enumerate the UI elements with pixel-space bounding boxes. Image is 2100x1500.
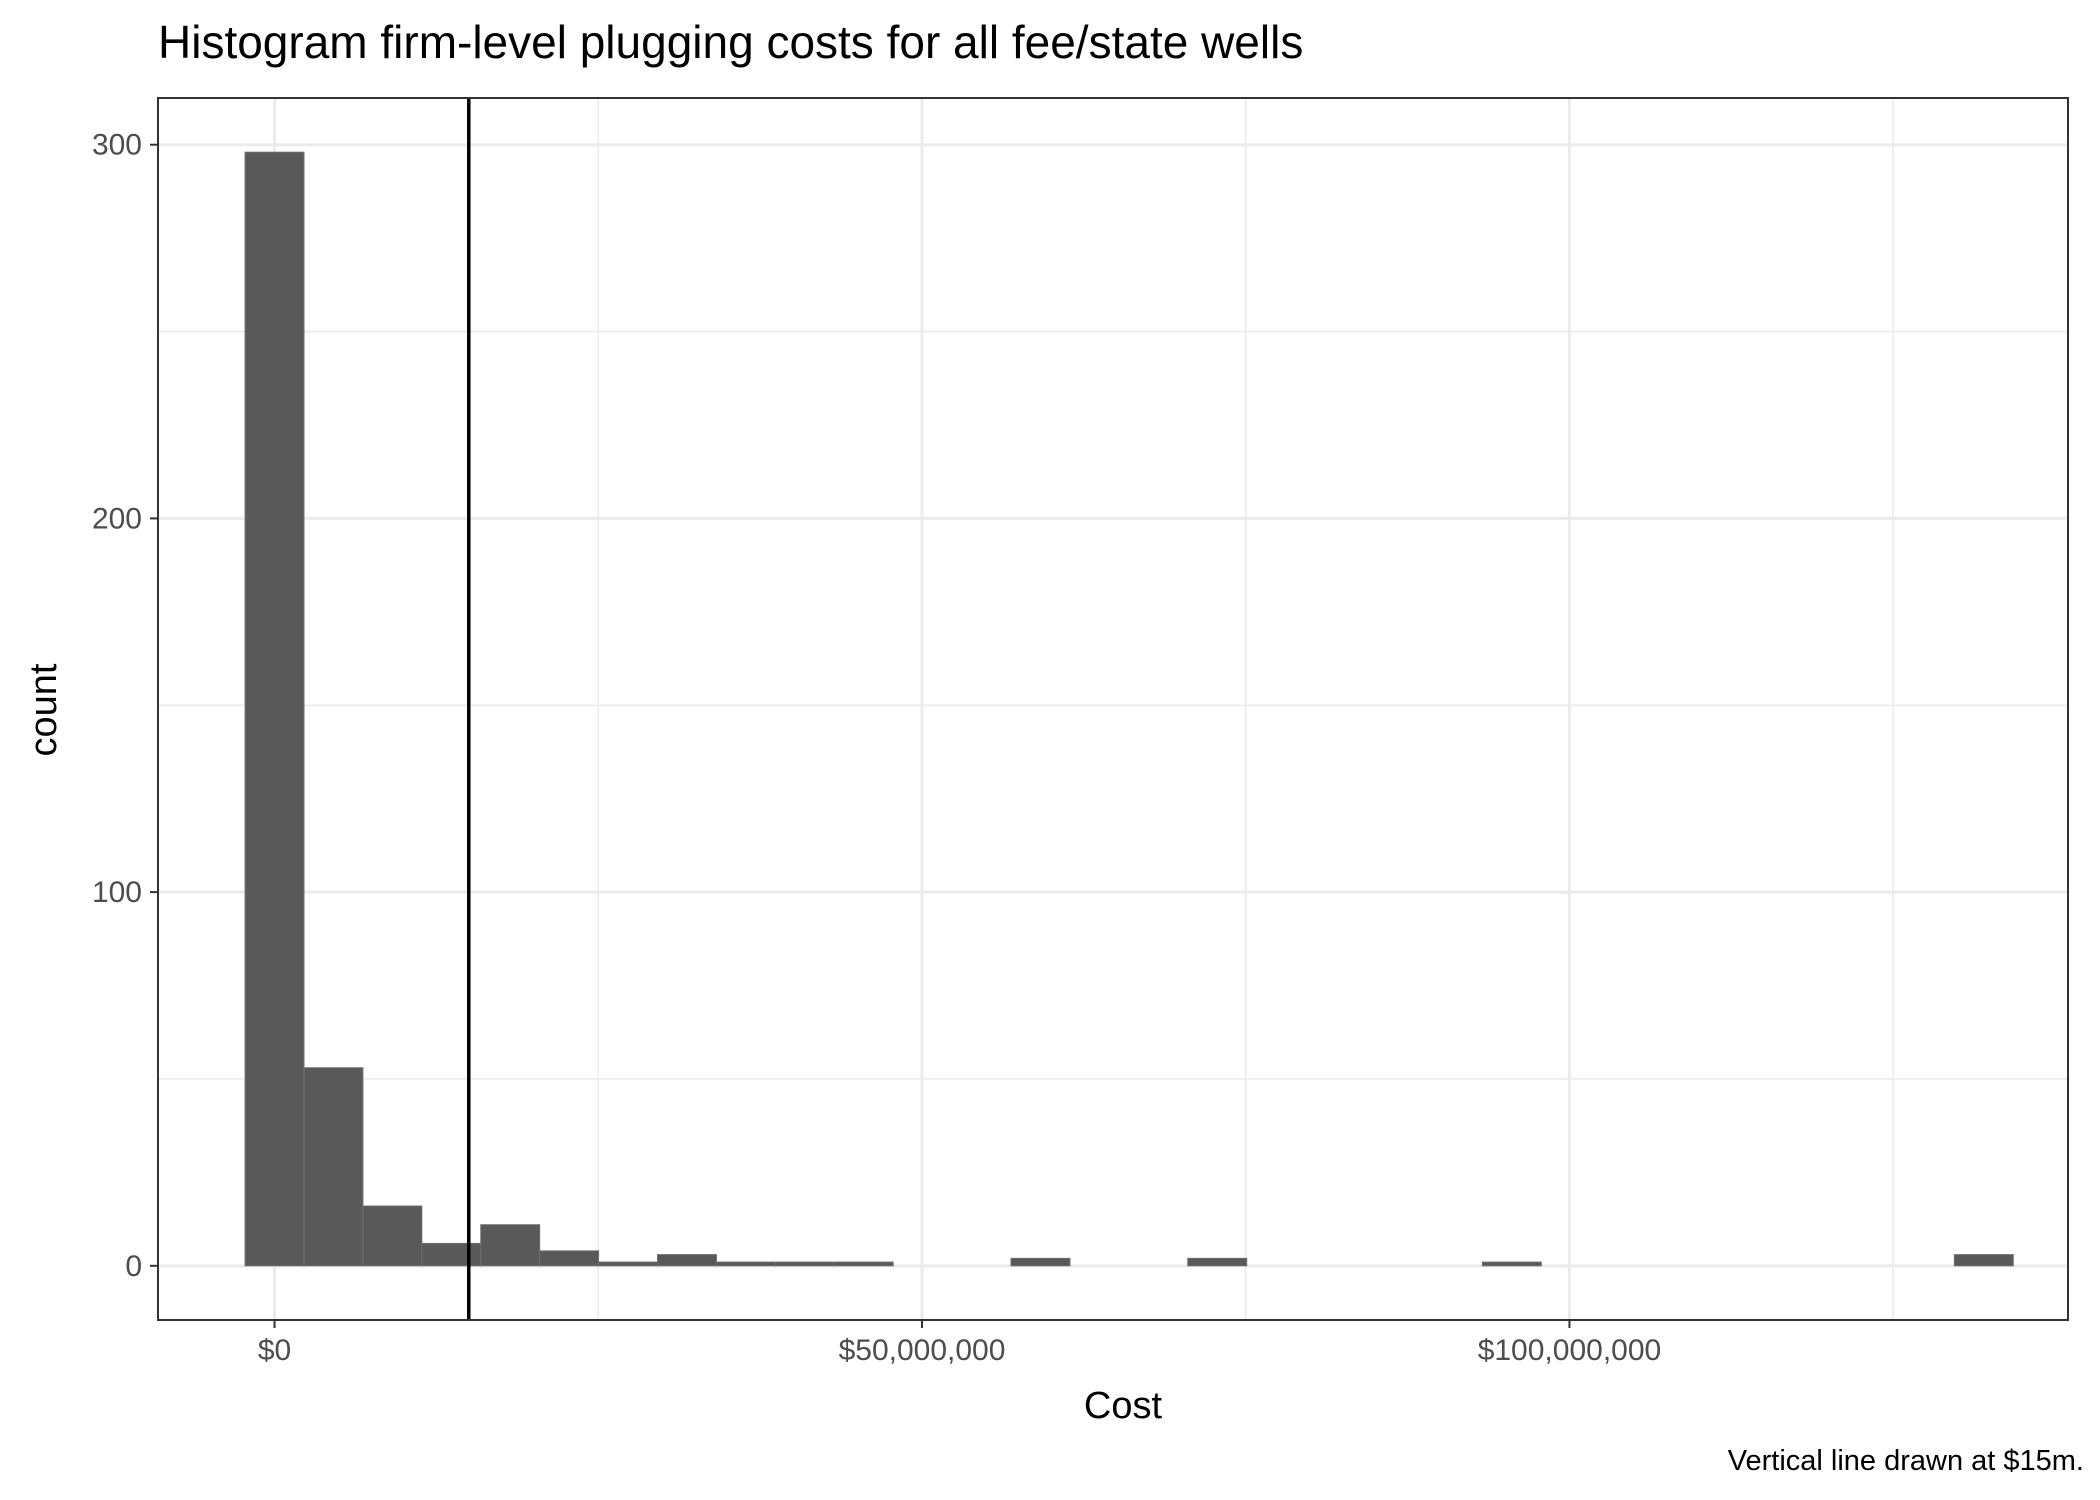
y-tick-label-2: 200 bbox=[92, 502, 142, 535]
chart-title: Histogram firm-level plugging costs for … bbox=[158, 16, 1303, 68]
histogram-bar-7 bbox=[657, 1254, 717, 1267]
x-axis-title: Cost bbox=[1084, 1385, 1163, 1427]
histogram-bar-1 bbox=[303, 1067, 364, 1267]
x-tick-label-0: $0 bbox=[258, 1334, 291, 1367]
histogram-bar-5 bbox=[539, 1250, 600, 1267]
histogram-bar-10 bbox=[833, 1261, 894, 1267]
histogram-bar-3 bbox=[421, 1242, 482, 1267]
histogram-bar-8 bbox=[715, 1261, 776, 1267]
major-gridlines bbox=[158, 98, 2068, 1320]
y-tick-label-3: 300 bbox=[92, 129, 142, 162]
x-tick-label-2: $100,000,000 bbox=[1478, 1334, 1662, 1367]
histogram-bar-12 bbox=[1187, 1257, 1248, 1267]
y-tick-label-1: 100 bbox=[92, 876, 142, 909]
histogram-bar-4 bbox=[480, 1224, 541, 1267]
minor-gridlines bbox=[158, 98, 2068, 1320]
caption: Vertical line drawn at $15m. bbox=[1728, 1445, 2084, 1477]
histogram-bar-9 bbox=[774, 1261, 835, 1267]
histogram-bar-11 bbox=[1010, 1257, 1071, 1267]
y-tick-label-0: 0 bbox=[125, 1250, 142, 1283]
histogram-bar-13 bbox=[1481, 1261, 1542, 1267]
y-axis-ticks: 0 100 200 300 bbox=[92, 129, 158, 1283]
panel-border bbox=[157, 97, 2069, 1321]
histogram-bars bbox=[244, 151, 2014, 1267]
histogram-bar-0 bbox=[244, 151, 305, 1267]
histogram-bar-6 bbox=[598, 1261, 659, 1267]
histogram-bar-14 bbox=[1953, 1254, 2014, 1267]
x-axis-ticks: $0 $50,000,000 $100,000,000 bbox=[258, 1320, 1661, 1367]
x-tick-label-1: $50,000,000 bbox=[839, 1334, 1006, 1367]
histogram-bar-2 bbox=[362, 1205, 423, 1267]
y-axis-title: count bbox=[23, 663, 65, 756]
